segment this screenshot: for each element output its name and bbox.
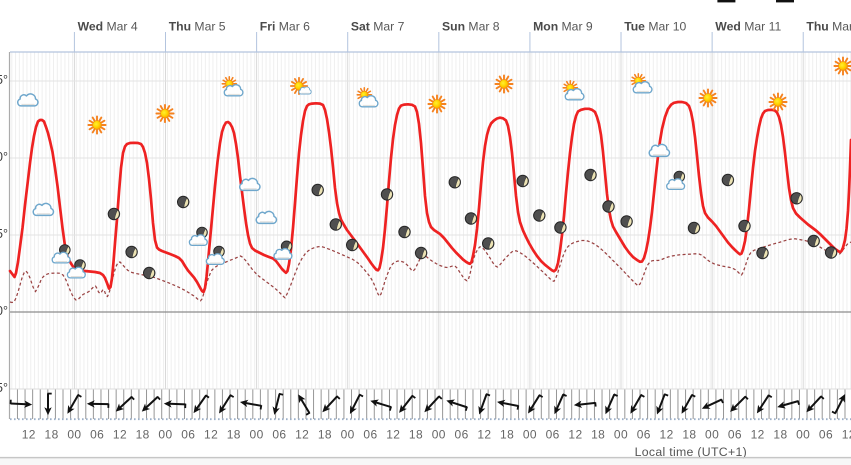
svg-text:18: 18 [773, 428, 787, 442]
svg-text:18: 18 [500, 428, 514, 442]
svg-text:Fri Mar 6: Fri Mar 6 [260, 20, 310, 34]
svg-text:10°: 10° [0, 150, 8, 164]
svg-text:18: 18 [227, 428, 241, 442]
svg-text:00: 00 [614, 428, 628, 442]
svg-text:0°: 0° [0, 304, 8, 318]
svg-text:Sat Mar 7: Sat Mar 7 [351, 20, 405, 34]
svg-text:Mon Mar 9: Mon Mar 9 [533, 20, 593, 34]
svg-text:00: 00 [796, 428, 810, 442]
svg-text:Wed Mar 4: Wed Mar 4 [78, 20, 138, 34]
svg-text:00: 00 [341, 428, 355, 442]
svg-text:Thu Mar 12: Thu Mar 12 [806, 20, 851, 34]
svg-text:12: 12 [386, 428, 400, 442]
svg-text:00: 00 [250, 428, 264, 442]
svg-text:12: 12 [842, 428, 851, 442]
svg-text:00: 00 [432, 428, 446, 442]
svg-text:15°: 15° [0, 73, 8, 87]
svg-text:18: 18 [318, 428, 332, 442]
svg-text:06: 06 [819, 428, 833, 442]
svg-text:18: 18 [591, 428, 605, 442]
svg-text:5°: 5° [0, 227, 8, 241]
svg-text:-5°: -5° [0, 381, 8, 395]
svg-text:12: 12 [22, 428, 36, 442]
svg-text:00: 00 [523, 428, 537, 442]
svg-text:06: 06 [363, 428, 377, 442]
svg-text:Local time (UTC+1): Local time (UTC+1) [635, 445, 747, 459]
svg-text:00: 00 [67, 428, 81, 442]
svg-text:Thu Mar 5: Thu Mar 5 [169, 20, 226, 34]
svg-text:18: 18 [45, 428, 59, 442]
svg-text:06: 06 [455, 428, 469, 442]
svg-text:00: 00 [705, 428, 719, 442]
svg-text:12: 12 [295, 428, 309, 442]
svg-text:18: 18 [682, 428, 696, 442]
svg-text:06: 06 [90, 428, 104, 442]
svg-text:12: 12 [751, 428, 765, 442]
svg-text:06: 06 [181, 428, 195, 442]
svg-text:06: 06 [728, 428, 742, 442]
svg-text:18: 18 [409, 428, 423, 442]
svg-text:Sun Mar 8: Sun Mar 8 [442, 20, 500, 34]
svg-text:12: 12 [204, 428, 218, 442]
svg-text:18: 18 [136, 428, 150, 442]
svg-text:Tue Mar 10: Tue Mar 10 [624, 20, 686, 34]
svg-text:12: 12 [660, 428, 674, 442]
svg-text:06: 06 [272, 428, 286, 442]
svg-text:00: 00 [158, 428, 172, 442]
svg-text:06: 06 [637, 428, 651, 442]
svg-text:12: 12 [113, 428, 127, 442]
svg-text:Wed Mar 11: Wed Mar 11 [715, 20, 781, 34]
svg-text:06: 06 [546, 428, 560, 442]
svg-text:12: 12 [477, 428, 491, 442]
svg-text:12: 12 [568, 428, 582, 442]
